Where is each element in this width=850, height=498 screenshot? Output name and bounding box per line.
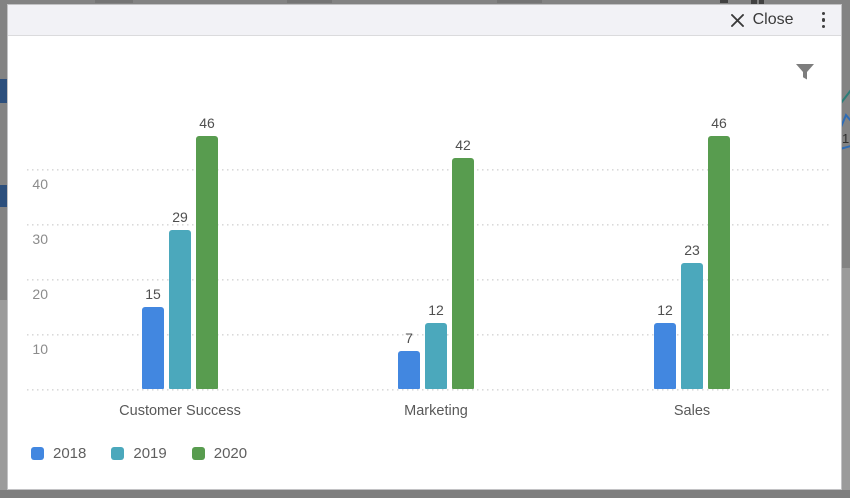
legend-item-2020[interactable]: 2020 (191, 445, 248, 462)
bar-value-label: 46 (199, 115, 215, 131)
modal-header: Close (8, 5, 841, 36)
close-icon (730, 13, 744, 27)
backdrop-left-strip (0, 300, 7, 490)
plot-area: 10 20 30 40 15 29 46 Customer Success 7 12 42 Marke… (8, 37, 841, 489)
bar-2018-marketing[interactable] (398, 350, 420, 389)
y-axis-tick-label: 10 (32, 341, 48, 357)
legend-item-2018[interactable]: 2018 (31, 445, 86, 462)
backdrop-right-strip (842, 268, 850, 490)
legend-label: 2018 (53, 445, 87, 462)
bar-2020-customer-success[interactable] (196, 136, 218, 389)
background-text-fragment (759, 0, 764, 4)
background-text-fragment (287, 0, 332, 3)
bar-value-label: 15 (145, 285, 161, 302)
bar-value-label: 23 (684, 241, 700, 258)
bar-2019-marketing[interactable] (425, 323, 447, 389)
y-axis-tick-label: 40 (32, 176, 48, 192)
bar-2020-sales[interactable] (708, 136, 730, 389)
bar-2018-customer-success[interactable] (142, 306, 164, 389)
background-text-fragment (95, 0, 133, 3)
background-linechart-fragment: 1 (842, 89, 850, 150)
legend-swatch-icon (31, 447, 44, 460)
legend-label: 2019 (133, 445, 167, 462)
background-bar-fragment (0, 79, 7, 103)
background-bar-fragment (0, 185, 7, 207)
background-text-fragment (751, 0, 757, 4)
chart-legend: 2018 2019 2020 (31, 445, 247, 462)
chart-modal: Close 10 20 30 40 15 29 46 Customer Success 7 12 4… (7, 4, 842, 490)
x-axis-category-label: Marketing (404, 403, 468, 419)
gridline-20 (27, 279, 831, 281)
filter-button[interactable] (793, 61, 817, 85)
bar-value-label: 42 (455, 137, 471, 153)
bar-value-label: 7 (405, 329, 413, 346)
background-text-fragment (497, 0, 542, 3)
kebab-menu-icon[interactable] (820, 10, 828, 31)
gridline-40 (27, 169, 831, 171)
bar-2019-customer-success[interactable] (169, 229, 191, 389)
legend-label: 2020 (213, 445, 248, 462)
bar-2018-sales[interactable] (654, 323, 676, 389)
y-axis-tick-label: 20 (32, 286, 48, 302)
legend-swatch-icon (191, 447, 205, 460)
close-button-label: Close (752, 11, 794, 28)
svg-text:1: 1 (842, 131, 849, 146)
funnel-icon (796, 63, 814, 79)
legend-item-2019[interactable]: 2019 (111, 445, 167, 462)
bar-value-label: 29 (172, 208, 188, 225)
background-text-fragment (720, 0, 728, 3)
legend-swatch-icon (111, 447, 125, 460)
bar-value-label: 46 (711, 115, 727, 131)
bar-2020-marketing[interactable] (452, 158, 474, 389)
x-axis-category-label: Sales (673, 403, 711, 419)
y-axis-tick-label: 30 (32, 231, 48, 247)
close-button[interactable]: Close (730, 11, 794, 29)
bar-chart: 10 20 30 40 15 29 46 Customer Success 7 12 42 Marke… (8, 37, 841, 489)
gridline-30 (27, 224, 831, 226)
bar-2019-sales[interactable] (681, 262, 703, 389)
backdrop-bottom-strip (0, 490, 850, 498)
bar-value-label: 12 (657, 302, 673, 318)
x-axis-category-label: Customer Success (119, 403, 241, 419)
gridline-0 (27, 389, 831, 391)
bar-value-label: 12 (428, 302, 444, 318)
